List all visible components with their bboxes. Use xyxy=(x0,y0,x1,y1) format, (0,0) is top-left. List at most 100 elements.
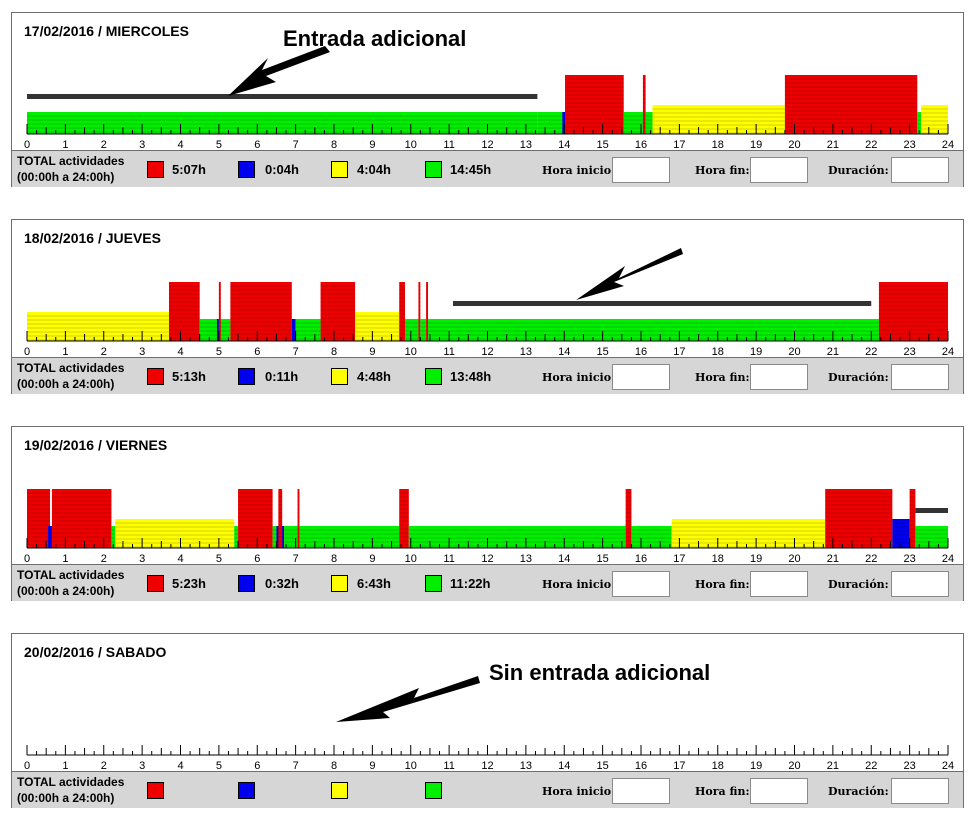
start-time-label: Hora inicio: xyxy=(542,578,616,591)
start-time-field[interactable] xyxy=(612,571,670,597)
totals-title: TOTAL actividades xyxy=(17,775,125,789)
axis-tick-label: 15 xyxy=(597,139,609,150)
axis-tick-label: 15 xyxy=(597,760,609,771)
end-time-label: Hora fin: xyxy=(695,785,750,798)
axis-tick-label: 2 xyxy=(101,553,107,564)
axis-tick-label: 16 xyxy=(635,346,647,357)
start-time-field[interactable] xyxy=(612,364,670,390)
legend-swatch-yellow xyxy=(331,161,348,178)
axis-tick-label: 21 xyxy=(827,760,839,771)
axis-tick-label: 15 xyxy=(597,553,609,564)
activity-segment-red xyxy=(27,489,51,548)
legend-swatch-yellow xyxy=(331,575,348,592)
legend-swatch-blue xyxy=(238,782,255,799)
duration-field[interactable] xyxy=(891,778,949,804)
axis-tick-label: 8 xyxy=(331,139,337,150)
axis-tick-label: 6 xyxy=(254,139,260,150)
activity-segment-blue xyxy=(562,112,566,134)
total-value-yellow: 4:48h xyxy=(357,369,391,384)
total-value-green: 11:22h xyxy=(450,576,491,591)
axis-tick-label: 22 xyxy=(865,139,877,150)
activity-segment-red xyxy=(784,75,918,134)
start-time-label: Hora inicio: xyxy=(542,785,616,798)
axis-tick-label: 14 xyxy=(558,139,570,150)
activity-segment-blue xyxy=(892,519,910,548)
axis-tick-label: 16 xyxy=(635,553,647,564)
totals-title: TOTAL actividades xyxy=(17,154,125,168)
start-time-field[interactable] xyxy=(612,778,670,804)
axis-tick-label: 15 xyxy=(597,346,609,357)
axis-tick-label: 0 xyxy=(24,553,30,564)
axis-tick-label: 3 xyxy=(139,346,145,357)
total-value-green: 13:48h xyxy=(450,369,492,384)
axis-tick-label: 4 xyxy=(177,139,183,150)
day-title: 19/02/2016 / VIERNES xyxy=(24,437,168,453)
start-time-field[interactable] xyxy=(612,157,670,183)
axis-tick-label: 21 xyxy=(827,346,839,357)
activity-segment-red xyxy=(642,75,646,134)
axis-tick-label: 22 xyxy=(865,760,877,771)
activity-segment-green xyxy=(272,526,277,548)
axis-tick-label: 2 xyxy=(101,346,107,357)
activity-segment-red xyxy=(625,489,632,548)
axis-tick-label: 19 xyxy=(750,346,762,357)
axis-tick-label: 12 xyxy=(481,760,493,771)
axis-tick-label: 6 xyxy=(254,346,260,357)
end-time-field[interactable] xyxy=(750,571,808,597)
axis-tick-label: 22 xyxy=(865,346,877,357)
axis-tick-label: 7 xyxy=(293,553,299,564)
end-time-field[interactable] xyxy=(750,778,808,804)
end-time-field[interactable] xyxy=(750,364,808,390)
duration-label: Duración: xyxy=(828,785,889,798)
day-panel: 0 1 2 3 4 5 6 7 8 9 10 11 12 13 14 15 16 17 18 19 20 21 22 23 24… xyxy=(11,12,964,187)
activity-segment-green xyxy=(623,112,643,134)
total-value-red: 5:07h xyxy=(172,162,206,177)
activity-segment-red xyxy=(218,282,221,341)
totals-label: TOTAL actividades (00:00h a 24:00h) xyxy=(17,774,124,806)
axis-tick-label: 3 xyxy=(139,760,145,771)
axis-tick-label: 13 xyxy=(520,760,532,771)
total-value-blue: 0:11h xyxy=(265,369,299,384)
day-panel: 0 1 2 3 4 5 6 7 8 9 10 11 12 13 14 15 16 17 18 19 20 21 22 23 24… xyxy=(11,219,964,394)
additional-entry-bar xyxy=(452,301,872,306)
axis-tick-label: 4 xyxy=(177,553,183,564)
axis-tick-label: 2 xyxy=(101,139,107,150)
axis-tick-label: 9 xyxy=(369,346,375,357)
activity-segment-red xyxy=(909,489,916,548)
axis-tick-label: 1 xyxy=(62,553,68,564)
timeline-chart: 0 1 2 3 4 5 6 7 8 9 10 11 12 13 14 15 16 17 18 19 20 21 22 23 24 xyxy=(24,75,954,150)
axis-tick-label: 1 xyxy=(62,139,68,150)
duration-field[interactable] xyxy=(891,157,949,183)
legend-swatch-blue xyxy=(238,368,255,385)
axis-tick-label: 7 xyxy=(293,760,299,771)
activity-segment-green xyxy=(915,526,948,548)
day-title: 18/02/2016 / JUEVES xyxy=(24,230,161,246)
axis-tick-label: 0 xyxy=(24,139,30,150)
activity-segment-green xyxy=(631,526,672,548)
axis-tick-label: 13 xyxy=(520,553,532,564)
legend-swatch-green xyxy=(425,368,442,385)
activity-segment-green xyxy=(295,319,321,341)
axis-tick-label: 20 xyxy=(788,139,800,150)
activity-segment-green xyxy=(537,112,565,134)
axis-tick-label: 14 xyxy=(558,346,570,357)
activity-segment-green xyxy=(299,526,400,548)
legend-swatch-red xyxy=(147,368,164,385)
activity-segment-red xyxy=(565,75,624,134)
end-time-field[interactable] xyxy=(750,157,808,183)
totals-title: TOTAL actividades xyxy=(17,361,125,375)
activity-segment-yellow xyxy=(115,519,235,548)
activity-segment-yellow xyxy=(27,312,169,341)
axis-tick-label: 4 xyxy=(177,346,183,357)
activity-segment-green xyxy=(234,526,239,548)
axis-tick-label: 7 xyxy=(293,139,299,150)
total-value-blue: 0:04h xyxy=(265,162,299,177)
duration-field[interactable] xyxy=(891,364,949,390)
axis-tick-label: 12 xyxy=(481,553,493,564)
activity-segment-red xyxy=(230,282,292,341)
axis-tick-label: 22 xyxy=(865,553,877,564)
annotation-text: Entrada adicional xyxy=(283,26,467,51)
axis-tick-label: 5 xyxy=(216,553,222,564)
axis-tick-label: 23 xyxy=(904,346,916,357)
duration-field[interactable] xyxy=(891,571,949,597)
